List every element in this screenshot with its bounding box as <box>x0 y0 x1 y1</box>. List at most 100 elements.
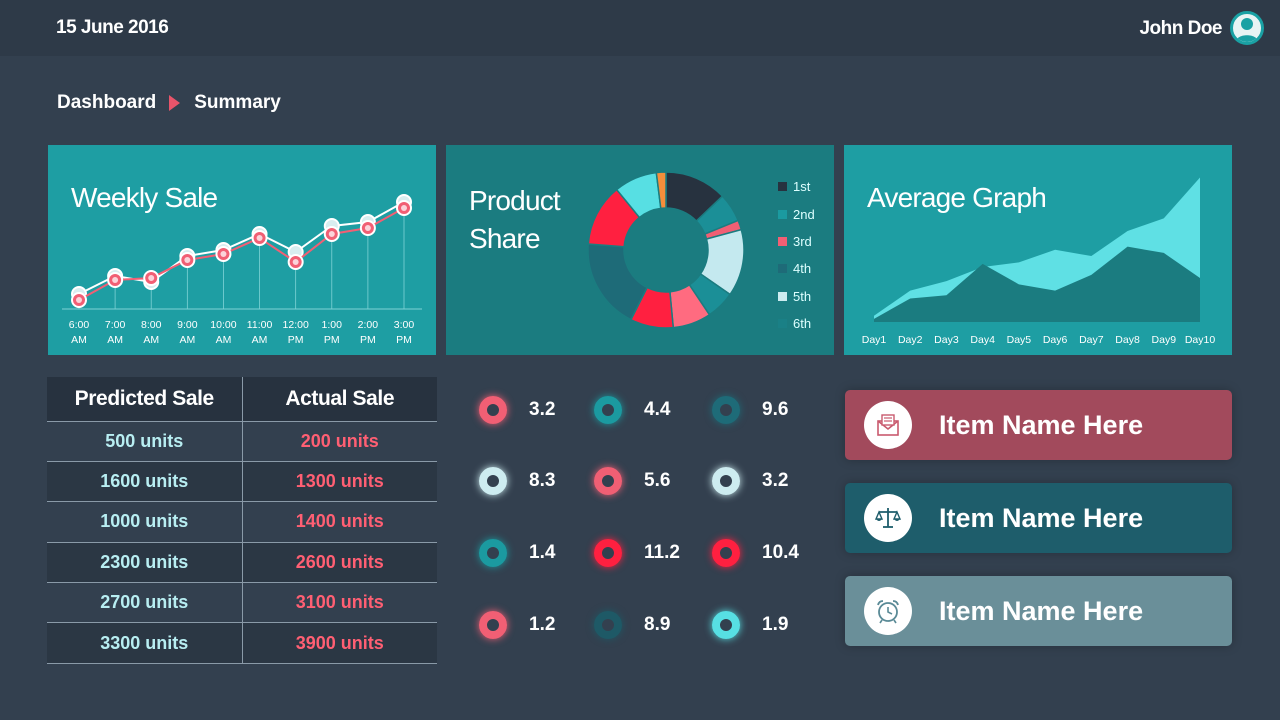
predicted-sale-cell: 1000 units <box>47 501 243 543</box>
sales-table: Predicted Sale Actual Sale 500 units 200… <box>47 377 437 664</box>
legend-item: 2nd <box>778 200 815 227</box>
area-tick-label: Day8 <box>1115 334 1140 346</box>
actual-sale-cell: 1400 units <box>242 501 437 543</box>
legend-label: 5th <box>793 288 812 304</box>
product-share-chart <box>587 171 745 329</box>
weekly-sale-chart: 6:00 AM 7:00 AM 8:00 AM 9:00 AM 10:00 AM 11:00 AM 12… <box>62 194 422 346</box>
weekly-sale-panel: Weekly Sale 6:00 AM 7:00 AM 8:00 AM 9:00 AM 10:0… <box>48 145 436 355</box>
breadcrumb-summary[interactable]: Summary <box>194 92 281 113</box>
item-card-scales[interactable]: Item Name Here <box>845 483 1232 553</box>
weekly-tick-label: PM <box>288 334 304 346</box>
legend-swatch <box>778 209 787 219</box>
metric-ring-icon <box>594 539 622 567</box>
area-tick-label: Day6 <box>1043 334 1068 346</box>
metric-item: 8.9 <box>594 611 670 639</box>
average-graph-chart: Day1 Day2 Day3 Day4 Day5 Day6 Day7 Day8 Day9 Day1… <box>862 177 1215 346</box>
weekly-tick-label: 12:00 <box>283 319 309 331</box>
area-tick-label: Day5 <box>1007 334 1032 346</box>
actual-sale-cell: 1300 units <box>242 461 437 503</box>
table-row: 1000 units 1400 units <box>47 501 437 543</box>
user-name[interactable]: John Doe <box>1139 18 1222 39</box>
metric-value: 10.4 <box>762 542 799 563</box>
metric-value: 8.9 <box>644 614 671 635</box>
metric-value: 1.4 <box>529 542 556 563</box>
legend-swatch <box>778 236 787 246</box>
weekly-data-point-center <box>256 235 263 241</box>
item-icon-circle <box>864 401 912 449</box>
weekly-data-point-center <box>112 277 119 283</box>
product-share-title-line1: Product <box>469 185 561 216</box>
legend-item: 1st <box>778 173 815 200</box>
weekly-data-point-center <box>184 257 191 263</box>
legend-label: 2nd <box>793 206 815 222</box>
weekly-tick-label: AM <box>252 334 268 346</box>
legend-swatch <box>778 319 787 329</box>
actual-sale-cell: 3100 units <box>242 582 437 624</box>
avatar[interactable] <box>1230 11 1264 45</box>
metric-item: 3.2 <box>479 396 555 424</box>
legend-item: 5th <box>778 283 815 310</box>
breadcrumb-dashboard[interactable]: Dashboard <box>57 92 157 113</box>
legend-item: 3rd <box>778 228 815 255</box>
metric-ring-icon <box>712 396 740 424</box>
metric-ring-icon <box>479 611 507 639</box>
table-row: 500 units 200 units <box>47 421 437 462</box>
actual-sale-cell: 2600 units <box>242 542 437 584</box>
area-tick-label: Day7 <box>1079 334 1104 346</box>
actual-sale-cell: 3900 units <box>242 622 437 664</box>
breadcrumb-arrow-icon <box>169 95 181 111</box>
table-row: 3300 units 3900 units <box>47 622 437 664</box>
metric-item: 3.2 <box>712 467 788 495</box>
weekly-tick-label: AM <box>107 334 123 346</box>
item-name-label: Item Name Here <box>939 409 1144 440</box>
actual-sale-header: Actual Sale <box>242 377 437 422</box>
metric-item: 1.4 <box>479 539 555 567</box>
weekly-tick-label: 6:00 <box>69 319 90 331</box>
weekly-data-point-center <box>328 231 335 237</box>
legend-label: 4th <box>793 261 812 277</box>
metric-ring-icon <box>712 467 740 495</box>
table-row: 2300 units 2600 units <box>47 542 437 584</box>
weekly-data-point-center <box>148 275 155 281</box>
weekly-data-point-center <box>401 205 407 211</box>
item-icon-circle <box>864 494 912 542</box>
metric-ring-icon <box>594 467 622 495</box>
area-tick-label: Day4 <box>970 334 995 346</box>
table-row: 2700 units 3100 units <box>47 582 437 624</box>
weekly-data-point-center <box>220 251 227 257</box>
pie-slice <box>655 171 667 210</box>
item-card-clock[interactable]: Item Name Here <box>845 576 1232 646</box>
metric-item: 11.2 <box>594 539 680 567</box>
weekly-tick-label: 11:00 <box>247 319 273 331</box>
metric-ring-icon <box>594 396 622 424</box>
metric-ring-icon <box>712 611 740 639</box>
legend-item: 6th <box>778 310 815 337</box>
metric-item: 1.2 <box>479 611 555 639</box>
area-series <box>874 246 1200 322</box>
scales-icon <box>874 508 902 528</box>
legend-label: 6th <box>793 316 812 332</box>
metric-item: 10.4 <box>712 539 799 567</box>
predicted-sale-cell: 500 units <box>47 421 243 462</box>
weekly-tick-label: 9:00 <box>177 319 198 331</box>
area-tick-label: Day2 <box>898 334 923 346</box>
item-card-mail[interactable]: Item Name Here <box>845 390 1232 460</box>
weekly-data-point-center <box>364 225 371 231</box>
metric-value: 8.3 <box>529 470 556 491</box>
metric-value: 1.9 <box>762 614 789 635</box>
legend-label: 1st <box>793 179 811 195</box>
weekly-tick-label: AM <box>71 334 87 346</box>
metric-value: 5.6 <box>644 470 671 491</box>
weekly-tick-label: 8:00 <box>141 319 162 331</box>
table-header-row: Predicted Sale Actual Sale <box>47 377 437 422</box>
product-share-title-line2: Share <box>469 223 541 254</box>
metric-item: 8.3 <box>479 467 555 495</box>
product-share-title: Product Share <box>469 182 561 258</box>
breadcrumb: Dashboard Summary <box>57 92 281 114</box>
metric-value: 9.6 <box>762 399 789 420</box>
table-row: 1600 units 1300 units <box>47 461 437 503</box>
legend-swatch <box>778 291 787 301</box>
average-graph-title: Average Graph <box>867 182 1047 213</box>
weekly-sale-title: Weekly Sale <box>71 182 218 213</box>
weekly-tick-label: AM <box>143 334 159 346</box>
